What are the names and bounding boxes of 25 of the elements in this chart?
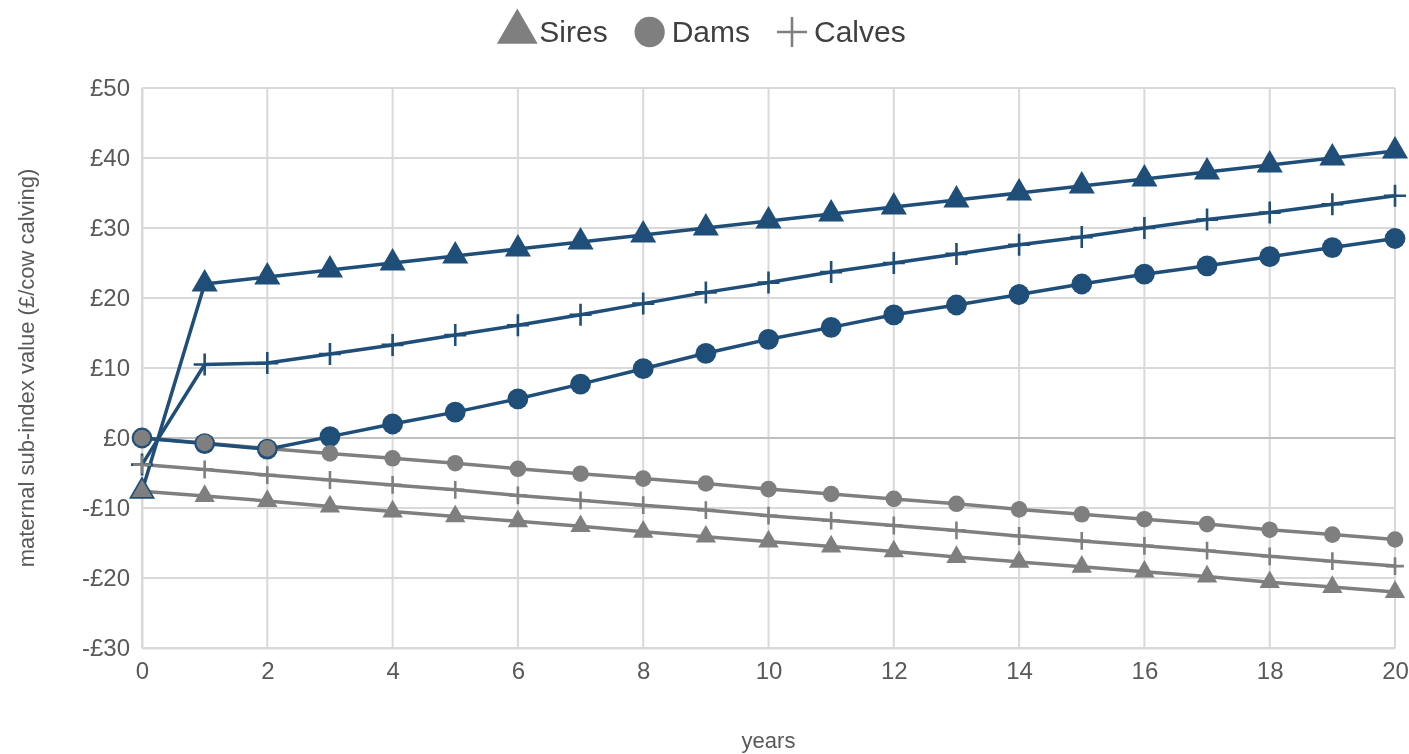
legend-label: Sires xyxy=(539,15,608,48)
y-tick-label: -£30 xyxy=(81,634,130,662)
x-axis-title: years xyxy=(741,728,796,753)
x-tick-label: 2 xyxy=(261,657,275,685)
legend-label: Calves xyxy=(814,15,906,48)
x-tick-label: 8 xyxy=(637,657,651,685)
x-tick-label: 12 xyxy=(880,657,908,685)
x-tick-label: 0 xyxy=(135,657,150,685)
x-tick-label: 20 xyxy=(1382,657,1409,685)
y-tick-label: £50 xyxy=(89,74,130,102)
y-tick-label: -£10 xyxy=(81,494,130,522)
y-axis-title: maternal sub-index value (£/cow calving) xyxy=(14,168,39,568)
x-tick-label: 4 xyxy=(386,657,400,685)
y-tick-label: £0 xyxy=(103,424,130,452)
y-tick-label: £10 xyxy=(89,354,130,382)
y-tick-label: £30 xyxy=(89,214,130,242)
y-tick-label: £40 xyxy=(89,144,130,172)
x-tick-label: 14 xyxy=(1006,657,1033,685)
x-tick-label: 16 xyxy=(1131,657,1159,685)
x-tick-label: 6 xyxy=(511,657,526,685)
y-tick-label: -£20 xyxy=(81,564,130,592)
x-tick-label: 10 xyxy=(755,657,783,685)
y-tick-label: £20 xyxy=(89,284,130,312)
legend-label: Dams xyxy=(671,15,750,48)
x-tick-label: 18 xyxy=(1256,657,1284,685)
